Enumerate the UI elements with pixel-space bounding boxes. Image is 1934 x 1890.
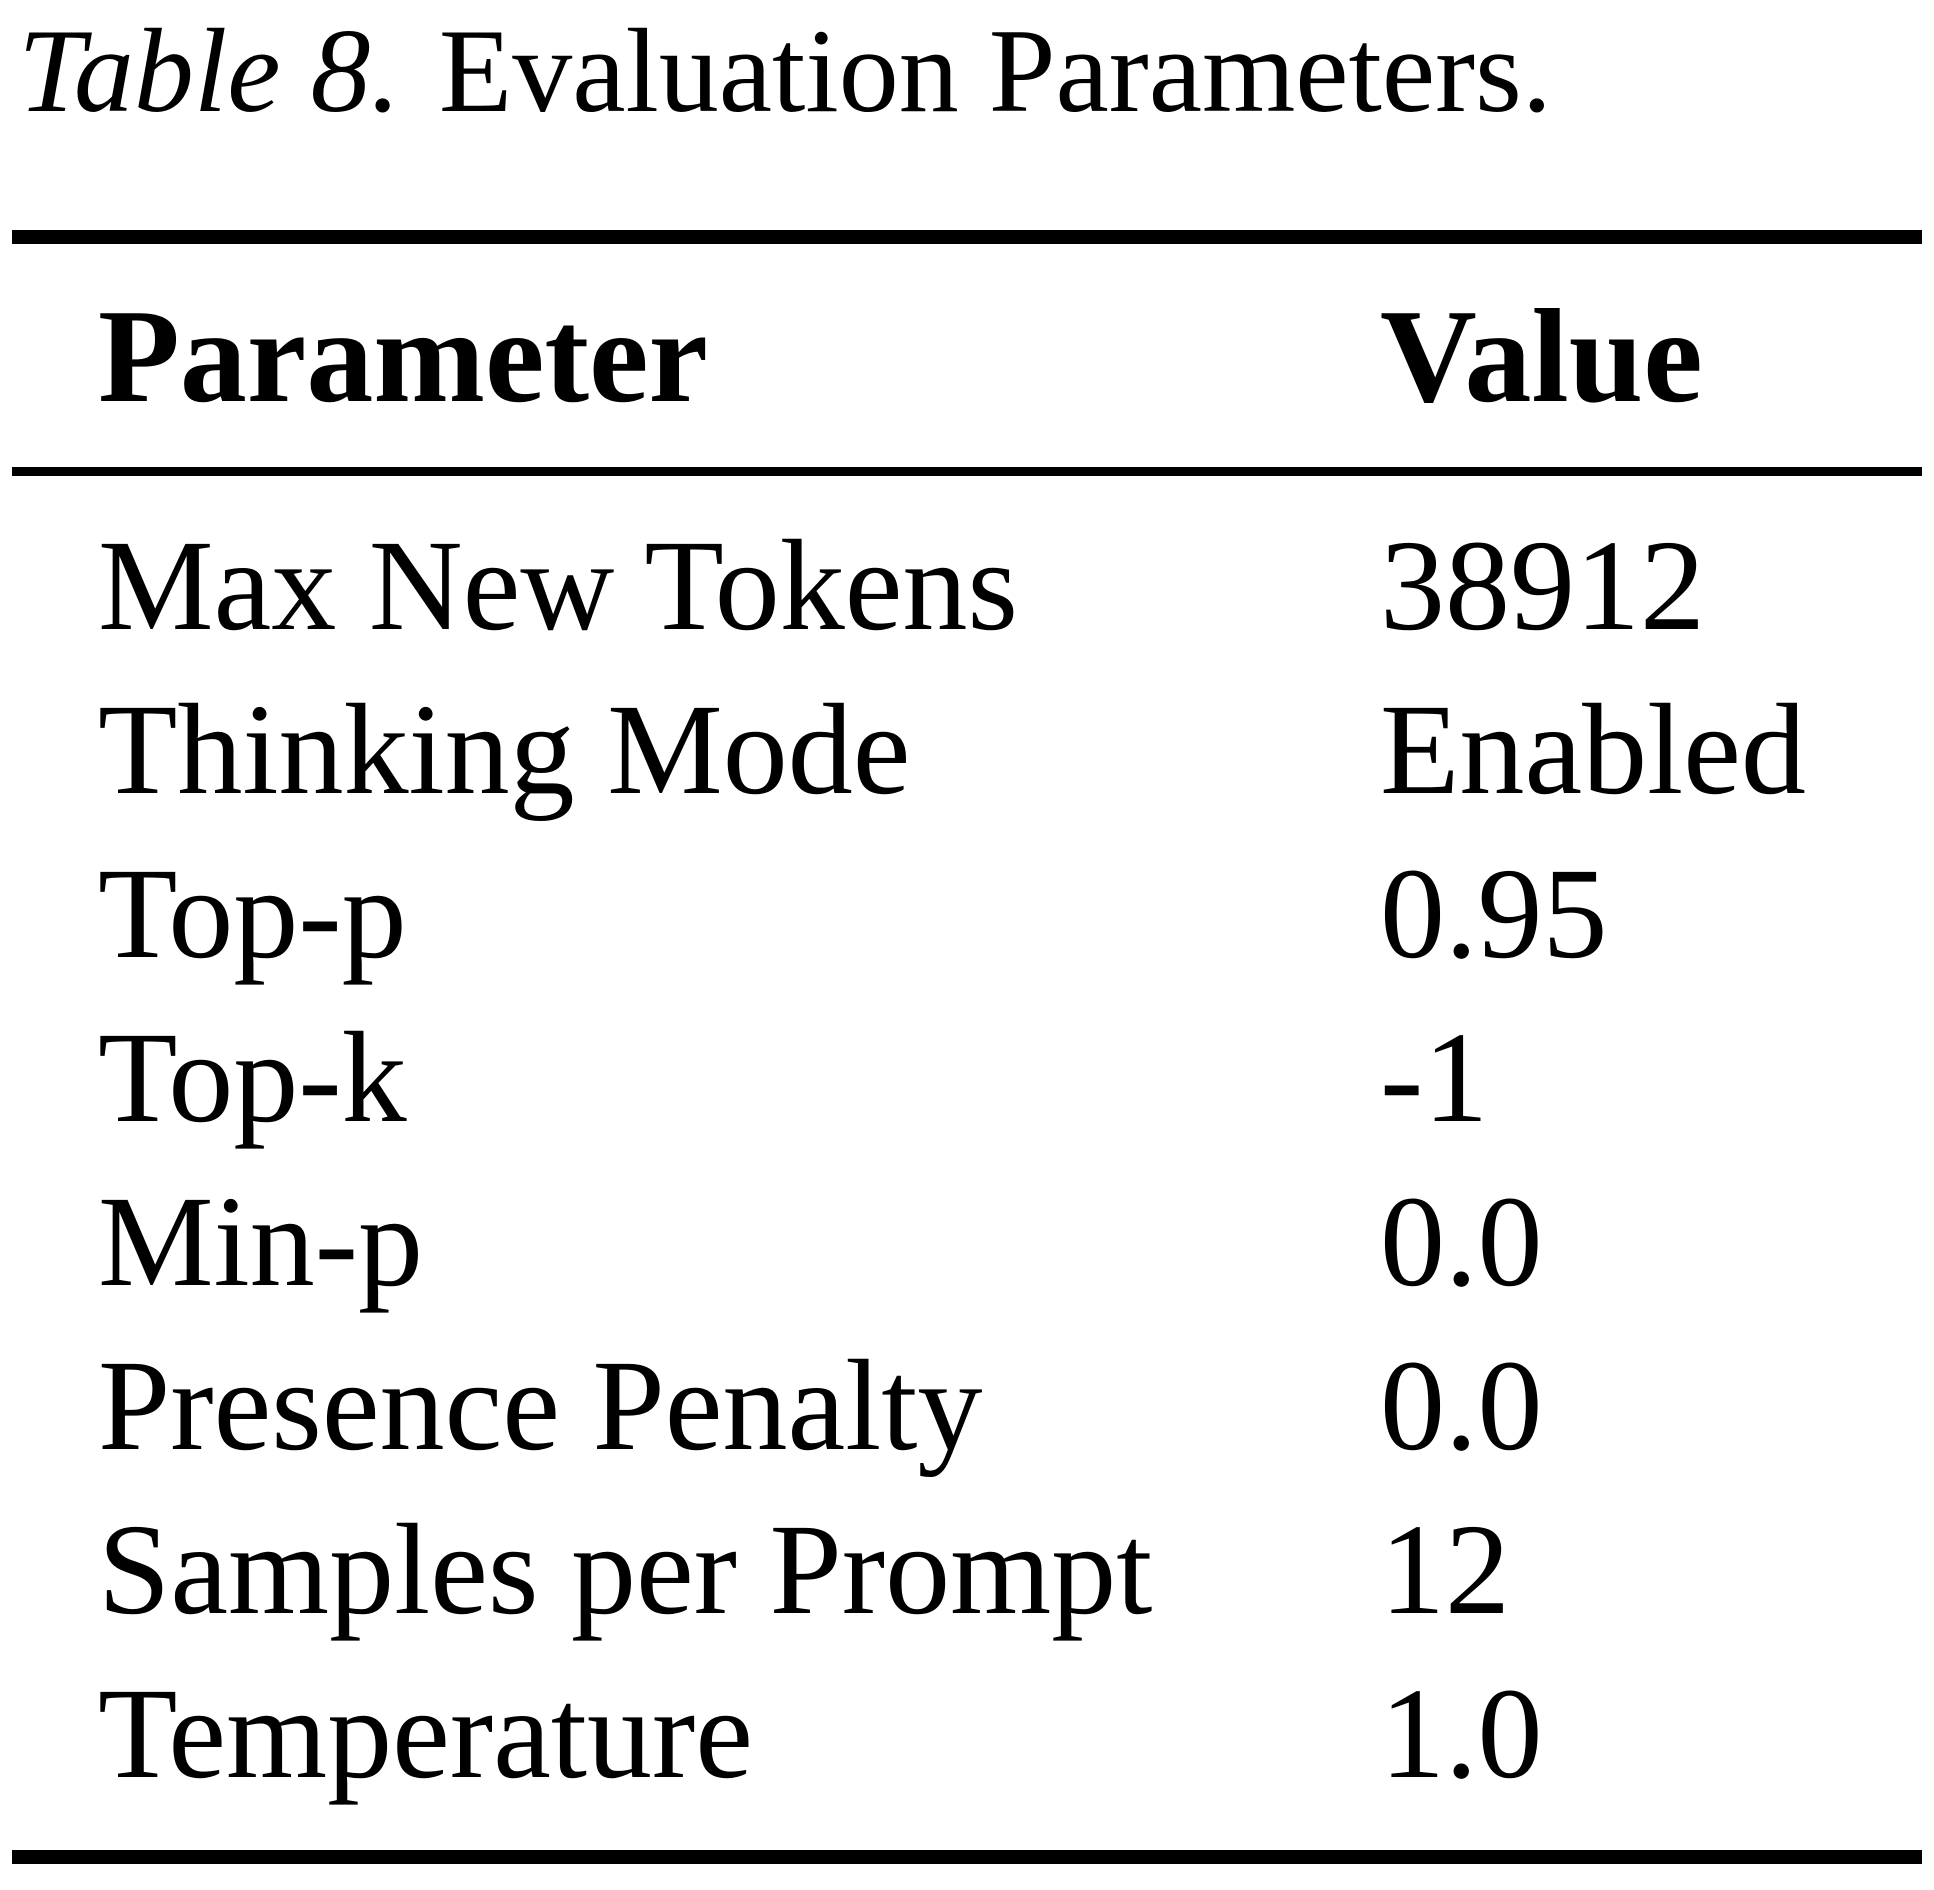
- value-cell: Enabled: [1380, 678, 1806, 822]
- parameter-cell: Min-p: [98, 1170, 423, 1314]
- value-cell: 1.0: [1380, 1662, 1543, 1806]
- value-cell: 0.0: [1380, 1170, 1543, 1314]
- parameter-cell: Top-p: [98, 842, 407, 986]
- value-cell: -1: [1380, 1006, 1489, 1150]
- table-row: Top-p 0.95: [12, 832, 1922, 996]
- table-header-row: Parameter Value: [12, 244, 1922, 476]
- table-row: Samples per Prompt 12: [12, 1488, 1922, 1652]
- table-row: Thinking Mode Enabled: [12, 668, 1922, 832]
- table-row: Presence Penalty 0.0: [12, 1324, 1922, 1488]
- value-cell: 38912: [1380, 514, 1705, 658]
- parameter-cell: Presence Penalty: [98, 1334, 983, 1478]
- table-body: Max New Tokens 38912 Thinking Mode Enabl…: [12, 476, 1922, 1850]
- table-row: Top-k -1: [12, 996, 1922, 1160]
- parameter-cell: Thinking Mode: [98, 678, 911, 822]
- column-header-parameter: Parameter: [98, 281, 709, 430]
- table-caption-title: Evaluation Parameters.: [438, 4, 1552, 137]
- value-cell: 12: [1380, 1498, 1510, 1642]
- table-caption-number: Table 8.: [18, 4, 401, 137]
- parameter-cell: Samples per Prompt: [98, 1498, 1153, 1642]
- parameters-table: Parameter Value Max New Tokens 38912 Thi…: [12, 230, 1922, 1864]
- parameter-cell: Max New Tokens: [98, 514, 1019, 658]
- parameter-cell: Top-k: [98, 1006, 407, 1150]
- table-row: Min-p 0.0: [12, 1160, 1922, 1324]
- value-cell: 0.95: [1380, 842, 1608, 986]
- table-row: Temperature 1.0: [12, 1652, 1922, 1816]
- table-row: Max New Tokens 38912: [12, 504, 1922, 668]
- column-header-value: Value: [1380, 281, 1703, 430]
- parameter-cell: Temperature: [98, 1662, 753, 1806]
- table-caption: Table 8. Evaluation Parameters.: [0, 0, 1570, 230]
- value-cell: 0.0: [1380, 1334, 1543, 1478]
